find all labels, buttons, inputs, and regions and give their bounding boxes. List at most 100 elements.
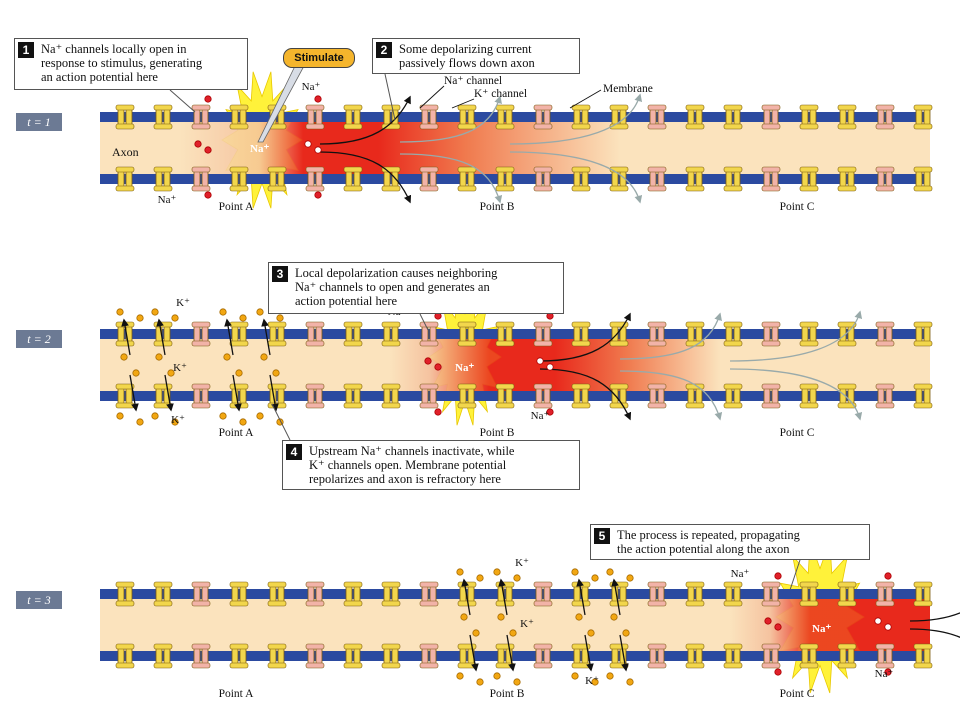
channel-top-t3-2: [191, 581, 211, 607]
k-efflux-arrow-down-t3-0: [469, 634, 479, 672]
k-efflux-arrow-up-t2-1: [156, 318, 166, 356]
channel-top-t3-1: [153, 581, 173, 607]
channel-bottom-t1-21: [913, 166, 933, 192]
channel-top-t3-3: [229, 581, 249, 607]
channel-bottom-t1-4: [267, 166, 287, 192]
channel-bottom-t1-5: [305, 166, 325, 192]
far-arrow-down-t2: [729, 368, 863, 421]
channel-bottom-t3-0: [115, 643, 135, 669]
na-ion-out-t3-0: [774, 572, 782, 580]
callout-1-line-1: Na⁺ channels locally open in: [41, 42, 187, 56]
channel-bottom-t1-12: [571, 166, 591, 192]
current-arrow-up-t3: [909, 612, 960, 622]
time-label-t1: t = 1: [16, 113, 62, 131]
channel-bottom-t3-17: [761, 643, 781, 669]
k-ion-in-b-t2-2: [235, 369, 243, 377]
channel-top-t2-19: [837, 321, 857, 347]
channel-top-t2-12: [571, 321, 591, 347]
channel-bottom-t3-12: [571, 643, 591, 669]
channel-bottom-t3-16: [723, 643, 743, 669]
na-ion-in2-t3-1: [884, 623, 892, 631]
k-efflux-arrow-down-t2-3: [269, 374, 279, 412]
k-ion-in-t2-2: [223, 353, 231, 361]
point-label-t2-1: Point B: [480, 427, 515, 439]
k-efflux-arrow-down-t3-2: [584, 634, 594, 672]
callout-1-line-3: an action potential here: [41, 70, 158, 84]
passive-arrow-up-t1: [399, 95, 502, 143]
channel-top-t3-6: [343, 581, 363, 607]
k-efflux-arrow-up-t3-0: [461, 578, 471, 616]
channel-top-t1-0: [115, 104, 135, 130]
channel-bottom-t1-15: [685, 166, 705, 192]
channel-top-t1-7: [381, 104, 401, 130]
current-arrow-down-t1: [319, 151, 412, 204]
k-ion-in-b-t2-3: [272, 369, 280, 377]
point-label-t2-0: Point A: [219, 427, 255, 439]
channel-bottom-t3-4: [267, 643, 287, 669]
na-ion-out2-t2-1: [546, 408, 554, 416]
channel-top-t1-1: [153, 104, 173, 130]
k-ion-out-b-t3-1: [513, 574, 521, 582]
membrane-bottom-t2: [100, 391, 930, 401]
current-arrow-up-t2: [539, 312, 631, 362]
k-efflux-arrow-down-t3-3: [619, 634, 629, 672]
ion-label-t1-1: Na⁺: [158, 194, 177, 206]
channel-top-t3-11: [533, 581, 553, 607]
channel-bottom-t2-19: [837, 383, 857, 409]
channel-bottom-t2-11: [533, 383, 553, 409]
k-ion-in-t2-1: [155, 353, 163, 361]
current-arrow-down-t3: [909, 628, 960, 639]
k-ion-in-b-t3-0: [472, 629, 480, 637]
channel-bottom-t1-10: [495, 166, 515, 192]
membrane-bottom-t1: [100, 174, 930, 184]
k-ion-out-b-t2-3: [276, 314, 284, 322]
ion-label-t3-2: K⁺: [585, 675, 599, 687]
channel-top-t3-16: [723, 581, 743, 607]
channel-bottom-t2-5: [305, 383, 325, 409]
ion-label-t2-0: K⁺: [176, 297, 190, 309]
channel-bottom-t2-2: [191, 383, 211, 409]
na-ion-in-t2-0: [424, 357, 432, 365]
k-ion-out-c-t3-1: [493, 672, 501, 680]
k-channel-leader: [451, 98, 475, 109]
channel-bottom-t2-0: [115, 383, 135, 409]
channel-bottom-t2-15: [685, 383, 705, 409]
channel-bottom-t2-7: [381, 383, 401, 409]
k-ion-in-t3-2: [575, 613, 583, 621]
k-ion-out-t3-2: [571, 568, 579, 576]
channel-top-t2-9: [457, 321, 477, 347]
na-ion-in-t1-1: [304, 140, 312, 148]
channel-top-t3-15: [685, 581, 705, 607]
k-efflux-arrow-down-t2-2: [232, 374, 242, 412]
na-ion-out-t3-1: [884, 572, 892, 580]
channel-top-t1-11: [533, 104, 553, 130]
channel-bottom-t1-19: [837, 166, 857, 192]
current-arrow-down-t2: [539, 368, 632, 421]
channel-top-t2-18: [799, 321, 819, 347]
channel-bottom-t3-21: [913, 643, 933, 669]
k-ion-out-b-t2-0: [136, 314, 144, 322]
callout-4-line-1: Upstream Na⁺ channels inactivate, while: [309, 444, 515, 458]
passive-arrow-up-t2: [619, 312, 722, 360]
na-ion-in2-t1-0: [204, 146, 212, 154]
na-inside-label-t2: Na⁺: [455, 362, 474, 374]
channel-top-t2-20: [875, 321, 895, 347]
k-ion-in-t3-0: [460, 613, 468, 621]
k-ion-out-d-t2-2: [239, 418, 247, 426]
membrane-top-t1: [100, 112, 930, 122]
ion-label-t1-0: Na⁺: [302, 81, 321, 93]
membrane-bottom-t3: [100, 651, 930, 661]
k-ion-out-d-t3-2: [591, 678, 599, 686]
channel-top-t3-14: [647, 581, 667, 607]
callout-4: 4 Upstream Na⁺ channels inactivate, whil…: [282, 440, 580, 490]
channel-bottom-t3-14: [647, 643, 667, 669]
na-ion-out2-t3-0: [774, 668, 782, 676]
point-label-t2-2: Point C: [780, 427, 815, 439]
callout-4-leader: [271, 403, 291, 441]
current-arrow-up-t1: [319, 95, 411, 145]
na-ion-out2-t3-1: [884, 668, 892, 676]
membrane-label: Membrane: [603, 83, 653, 95]
k-ion-out-c-t3-3: [606, 672, 614, 680]
point-label-t1-1: Point B: [480, 201, 515, 213]
